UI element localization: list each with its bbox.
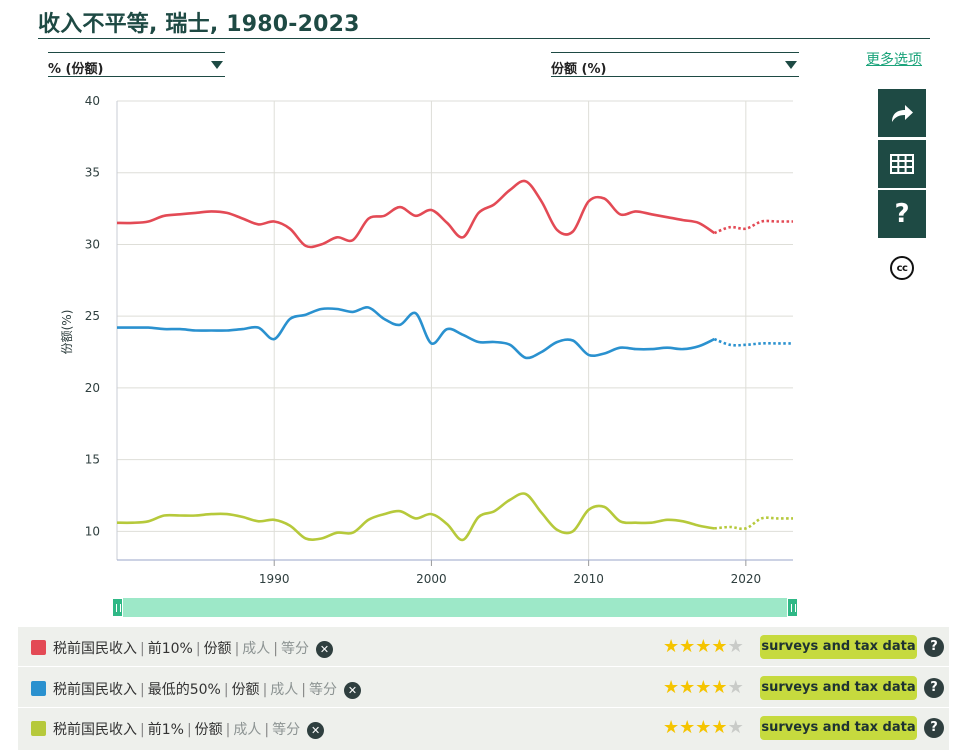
legend-population: 成人 (233, 722, 262, 738)
line-chart: 10 15 20 25 30 35 40 1990 2000 2010 2020 份额(%) (60, 94, 793, 586)
star-empty-icon: ★ (727, 717, 744, 738)
unit-selector[interactable]: % (份额) (48, 52, 225, 77)
page-title: 收入不平等, 瑞士, 1980-2023 (38, 12, 360, 37)
legend-unit: 等分 (309, 682, 337, 698)
help-icon: ? (894, 199, 910, 229)
slider-end-handle[interactable] (787, 598, 798, 617)
legend-variable: 税前国民收入 (53, 722, 137, 738)
star-filled-icon: ★ (679, 717, 696, 738)
legend-type: 份额 (194, 722, 223, 738)
star-filled-icon: ★ (663, 677, 680, 698)
remove-series-button[interactable]: ✕ (344, 681, 361, 699)
y-tick-label: 20 (85, 381, 100, 395)
star-empty-icon: ★ (727, 677, 744, 698)
series-color-swatch (31, 681, 46, 696)
series-line-1 (117, 306, 715, 360)
legend-label: 税前国民收入 | 最低的50% | 份额 | 成人 | 等分 ✕ (53, 679, 361, 699)
star-filled-icon: ★ (679, 636, 696, 657)
legend-population: 成人 (242, 641, 271, 657)
legend-variable: 税前国民收入 (53, 682, 137, 698)
series-line-projection-1 (713, 337, 793, 347)
cc-license-icon[interactable]: cc (890, 256, 914, 280)
legend-percentile: 前10% (147, 641, 193, 657)
legend-population: 成人 (270, 682, 299, 698)
star-filled-icon: ★ (711, 636, 728, 657)
chart-axes: 10 15 20 25 30 35 40 1990 2000 2010 2020 (85, 94, 793, 586)
help-icon[interactable]: ? (924, 637, 944, 657)
legend-unit: 等分 (281, 641, 309, 657)
legend-label: 税前国民收入 | 前1% | 份额 | 成人 | 等分 ✕ (53, 719, 325, 739)
y-axis-label: 份额(%) (60, 310, 74, 355)
x-tick-label: 2000 (416, 572, 447, 586)
star-empty-icon: ★ (727, 636, 744, 657)
y-tick-label: 40 (85, 94, 100, 108)
help-button[interactable]: ? (878, 190, 926, 238)
more-options-link[interactable]: 更多选项 (866, 52, 922, 68)
x-tick-label: 2020 (731, 572, 762, 586)
y-tick-label: 10 (85, 524, 100, 538)
source-badge[interactable]: surveys and tax data (760, 716, 917, 740)
caret-down-icon (785, 61, 797, 69)
legend-label: 税前国民收入 | 前10% | 份额 | 成人 | 等分 ✕ (53, 638, 333, 658)
legend-type: 份额 (203, 641, 232, 657)
star-filled-icon: ★ (663, 717, 680, 738)
title-divider (38, 38, 930, 39)
slider-start-handle[interactable] (112, 598, 123, 617)
star-filled-icon: ★ (695, 677, 712, 698)
star-filled-icon: ★ (711, 717, 728, 738)
quality-rating: ★★★★★ (663, 717, 744, 738)
indicator-selector[interactable]: 份额 (%) (551, 52, 799, 77)
series-color-swatch (31, 640, 46, 655)
legend-unit: 等分 (272, 722, 301, 738)
year-range-slider[interactable] (113, 598, 798, 617)
remove-series-button[interactable]: ✕ (307, 721, 325, 739)
series-color-swatch (31, 721, 46, 736)
x-tick-label: 1990 (259, 572, 290, 586)
series-line-2 (116, 492, 715, 542)
unit-selector-label: % (份额) (48, 62, 104, 77)
indicator-selector-label: 份额 (%) (551, 62, 607, 77)
series-legend: 税前国民收入 | 前10% | 份额 | 成人 | 等分 ✕ ★★★★★ surveys and … (18, 627, 949, 750)
x-tick-label: 2010 (573, 572, 604, 586)
y-tick-label: 30 (85, 237, 100, 251)
legend-item-top10: 税前国民收入 | 前10% | 份额 | 成人 | 等分 ✕ ★★★★★ surveys and … (18, 627, 949, 667)
legend-item-bottom50: 税前国民收入 | 最低的50% | 份额 | 成人 | 等分 ✕ ★★★★★ surveys an… (18, 668, 949, 708)
source-badge[interactable]: surveys and tax data (760, 676, 917, 700)
quality-rating: ★★★★★ (663, 636, 744, 657)
y-tick-label: 25 (85, 309, 100, 323)
table-icon (890, 154, 914, 174)
cc-license-label: cc (896, 262, 908, 274)
quality-rating: ★★★★★ (663, 677, 744, 698)
source-badge[interactable]: surveys and tax data (760, 635, 917, 659)
share-button[interactable] (878, 89, 926, 137)
star-filled-icon: ★ (711, 677, 728, 698)
help-icon[interactable]: ? (924, 678, 944, 698)
legend-variable: 税前国民收入 (53, 641, 137, 657)
y-tick-label: 35 (85, 166, 100, 180)
star-filled-icon: ★ (679, 677, 696, 698)
star-filled-icon: ★ (695, 636, 712, 657)
series-line-0 (116, 179, 716, 249)
y-tick-label: 15 (85, 453, 100, 467)
series-line-projection-2 (714, 516, 793, 531)
help-icon[interactable]: ? (924, 718, 944, 738)
remove-series-button[interactable]: ✕ (316, 640, 333, 658)
caret-down-icon (211, 61, 223, 69)
chart-grid (117, 100, 793, 560)
legend-type: 份额 (231, 682, 260, 698)
legend-percentile: 前1% (147, 722, 184, 738)
table-view-button[interactable] (878, 140, 926, 188)
star-filled-icon: ★ (663, 636, 680, 657)
legend-percentile: 最低的50% (147, 682, 221, 698)
star-filled-icon: ★ (695, 717, 712, 738)
legend-item-top1: 税前国民收入 | 前1% | 份额 | 成人 | 等分 ✕ ★★★★★ surveys and t… (18, 708, 949, 748)
series-line-projection-0 (713, 219, 793, 235)
chart-series (116, 179, 793, 542)
share-icon (892, 105, 913, 122)
